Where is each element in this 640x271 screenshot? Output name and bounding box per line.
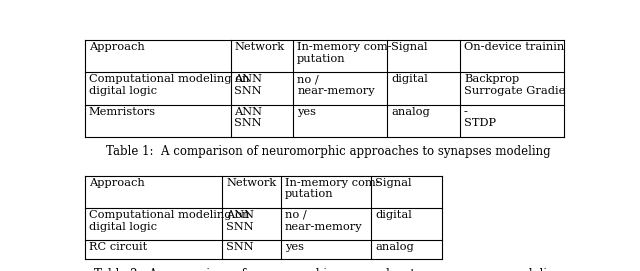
Text: yes: yes (285, 242, 304, 252)
Text: Signal: Signal (375, 178, 412, 188)
Text: digital: digital (375, 210, 412, 220)
Text: SNN: SNN (226, 242, 253, 252)
Text: analog: analog (391, 107, 429, 117)
Text: digital: digital (391, 74, 428, 84)
Text: Table 2:  A comparison of neuromorphic approaches to neuron soma modeling: Table 2: A comparison of neuromorphic ap… (94, 268, 562, 271)
Text: ANN
SNN: ANN SNN (234, 74, 262, 96)
Text: Computational modeling on
digital logic: Computational modeling on digital logic (89, 74, 250, 96)
Text: In-memory com-
putation: In-memory com- putation (285, 178, 380, 199)
Text: Approach: Approach (89, 178, 145, 188)
Text: Network: Network (226, 178, 276, 188)
Text: Network: Network (234, 42, 285, 52)
Text: ANN
SNN: ANN SNN (234, 107, 262, 128)
Text: yes: yes (297, 107, 316, 117)
Text: analog: analog (375, 242, 413, 252)
Text: In-memory com-
putation: In-memory com- putation (297, 42, 392, 63)
Text: no /
near-memory: no / near-memory (297, 74, 375, 96)
Text: On-device trainin: On-device trainin (464, 42, 564, 52)
Text: ANN
SNN: ANN SNN (226, 210, 254, 231)
Text: Computational modeling on
digital logic: Computational modeling on digital logic (89, 210, 250, 231)
Text: Table 1:  A comparison of neuromorphic approaches to synapses modeling: Table 1: A comparison of neuromorphic ap… (106, 145, 550, 158)
Text: Memristors: Memristors (89, 107, 156, 117)
Text: Signal: Signal (391, 42, 428, 52)
Text: -
STDP: - STDP (464, 107, 496, 128)
Text: RC circuit: RC circuit (89, 242, 147, 252)
Text: Approach: Approach (89, 42, 145, 52)
Text: Backprop
Surrogate Gradie: Backprop Surrogate Gradie (464, 74, 565, 96)
Text: no /
near-memory: no / near-memory (285, 210, 362, 231)
